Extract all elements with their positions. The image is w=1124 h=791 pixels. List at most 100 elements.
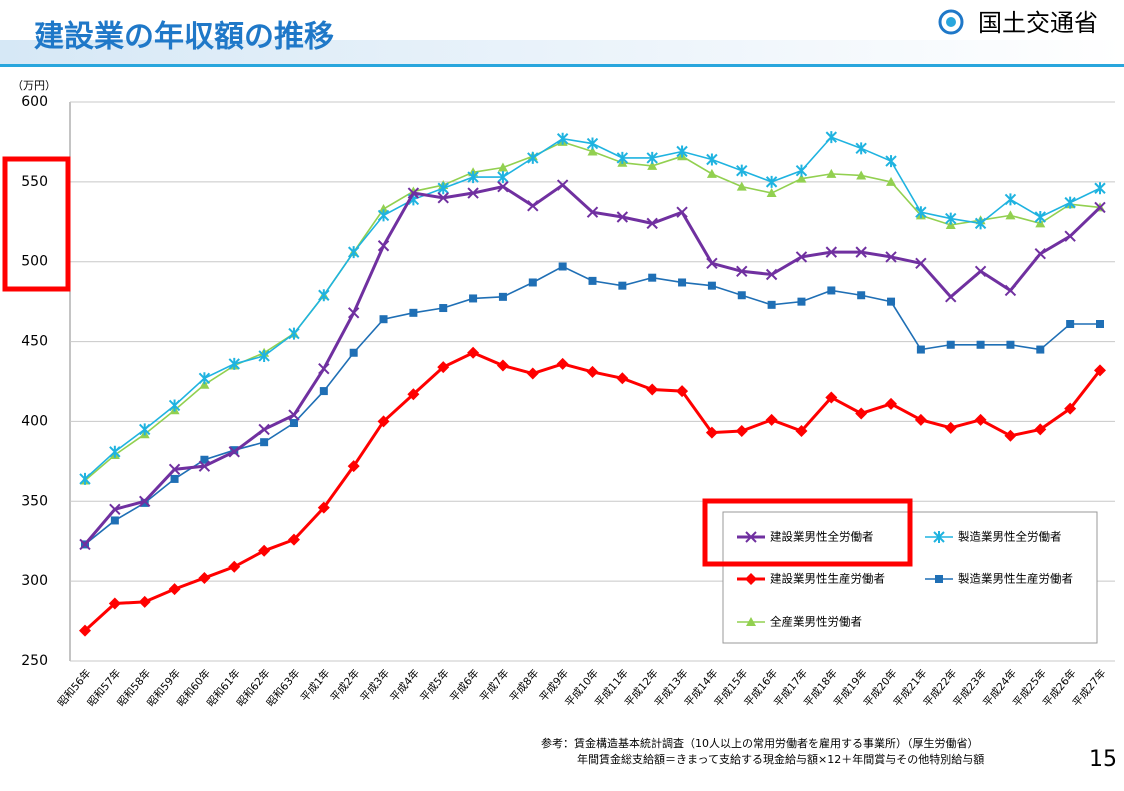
marker [347,460,360,473]
marker [198,571,211,584]
y-tick-label: 400 [21,413,48,429]
marker [556,179,569,191]
marker [378,204,389,214]
header-band [0,40,1124,64]
marker [678,278,687,287]
marker [797,297,806,306]
marker [288,409,300,421]
marker [407,388,420,401]
marker [318,289,330,302]
marker [795,251,808,263]
legend-label: 製造業男性全労働者 [958,530,1062,544]
marker [646,151,658,164]
marker [110,516,119,525]
marker [857,291,866,300]
marker [706,257,718,270]
marker [168,583,181,596]
x-tick-label: 平成4年 [387,667,422,705]
marker [170,474,179,483]
marker [827,286,836,295]
marker [347,307,360,319]
marker [765,268,778,281]
marker [586,206,599,218]
marker [618,281,627,290]
marker [737,291,746,300]
marker [379,315,388,324]
marker [945,212,957,225]
marker [377,415,390,428]
marker [916,345,925,354]
marker [556,132,569,145]
page-number: 15 [1089,747,1117,772]
marker [198,460,211,472]
marker [1066,320,1075,329]
marker [467,187,479,199]
marker [676,385,689,398]
marker [976,340,985,349]
marker [587,146,598,156]
marker [1034,423,1047,436]
series [79,179,1106,551]
marker [200,455,209,464]
marker [108,597,121,610]
x-tick-label: 平成3年 [358,667,393,705]
marker [946,340,955,349]
marker [497,180,509,193]
marker [347,246,360,259]
marker [318,363,330,375]
marker [935,575,943,583]
marker [260,438,269,447]
marker [497,171,509,184]
marker [1036,345,1045,354]
marker [556,357,569,370]
marker [349,348,358,357]
marker [1004,429,1017,442]
marker [1094,364,1106,377]
marker [766,188,777,198]
x-tick-label: 平成2年 [328,667,363,705]
series-line [84,265,1100,546]
marker [437,192,449,204]
marker [588,276,597,285]
marker [915,206,927,219]
marker [289,419,298,428]
marker [79,472,91,485]
logo [938,9,964,35]
marker [825,391,838,404]
marker [258,423,270,436]
marker [616,372,629,385]
legend-label: 全産業男性労働者 [770,615,862,629]
marker [109,445,121,458]
x-tick-label: 平成6年 [447,667,482,705]
marker [469,294,478,303]
marker [676,206,688,218]
marker [746,617,756,626]
marker [886,176,897,186]
marker [915,257,927,270]
marker [736,181,747,191]
marker [1006,340,1015,349]
marker [944,421,957,434]
marker [377,240,390,252]
marker [1064,196,1076,209]
legend-label: 建設業男性生産労働者 [770,572,885,586]
marker [974,265,987,278]
marker [646,383,659,396]
marker [138,423,151,436]
marker [258,544,271,557]
marker [138,595,151,608]
series [79,346,1106,637]
marker [586,137,599,150]
marker [377,209,390,222]
marker [467,171,479,184]
marker [885,251,897,263]
marker [228,560,241,573]
marker [407,187,420,199]
y-axis-unit: （万円） [12,79,56,92]
slide-title: 建設業の年収額の推移 [34,20,334,55]
marker [765,175,778,188]
marker [439,304,448,313]
y-tick-label: 450 [21,334,48,350]
x-tick-label: 平成1年 [298,667,333,705]
marker [317,501,330,514]
